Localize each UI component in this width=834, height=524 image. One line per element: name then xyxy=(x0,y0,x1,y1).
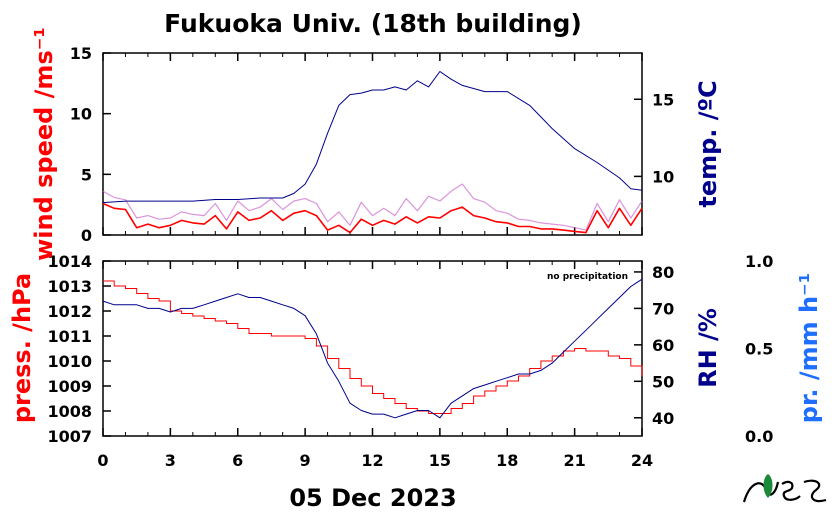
left-y-tick-label: 1012 xyxy=(47,302,92,321)
right-y-tick-label: 80 xyxy=(652,263,674,282)
x-tick-label: 6 xyxy=(232,451,243,470)
precipitation-note: no precipitation xyxy=(547,272,628,282)
left-y-tick-label: 1013 xyxy=(47,277,92,296)
left-y-tick-label: 1010 xyxy=(47,352,92,371)
wind-gust-line xyxy=(102,183,643,231)
bottom-panel-series xyxy=(102,278,643,419)
bottom-panel-ticks: 0 3 6 9 12 15 18 21 24 1007 1008 1009 1010 1011 1012 10… xyxy=(47,252,773,470)
x-tick-label: 9 xyxy=(300,451,311,470)
right-y-tick-label: 10 xyxy=(652,167,674,186)
x-tick-label: 3 xyxy=(165,451,176,470)
left-y-tick-label: 1008 xyxy=(47,402,92,421)
nes-logo xyxy=(742,474,827,503)
top-panel-frame xyxy=(102,52,643,236)
left-y-tick-label: 10 xyxy=(70,105,92,124)
wind-speed-axis-label: wind speed /ms⁻¹ xyxy=(30,27,58,261)
x-tick-label: 15 xyxy=(429,451,451,470)
temperature-axis-label: temp. /ºC xyxy=(694,80,722,207)
left-y-tick-label: 1007 xyxy=(47,427,92,446)
left-y-tick-label: 1014 xyxy=(47,252,92,271)
right-y-tick-label: 60 xyxy=(652,336,674,355)
precip-y-tick-label: 0.0 xyxy=(745,427,773,446)
rh-line xyxy=(102,278,643,419)
x-tick-label: 24 xyxy=(631,451,653,470)
chart-title: Fukuoka Univ. (18th building) xyxy=(164,9,582,38)
temperature-line xyxy=(102,71,643,204)
precip-y-tick-label: 0.5 xyxy=(745,340,773,359)
pressure-line xyxy=(103,280,643,414)
x-tick-label: 12 xyxy=(361,451,383,470)
precip-y-tick-label: 1.0 xyxy=(745,252,773,271)
date-label: 05 Dec 2023 xyxy=(289,484,456,512)
right-y-tick-label: 40 xyxy=(652,409,674,428)
x-tick-label: 0 xyxy=(97,451,108,470)
x-tick-label: 21 xyxy=(563,451,585,470)
right-y-tick-label: 15 xyxy=(652,90,674,109)
left-y-tick-label: 0 xyxy=(81,226,92,245)
left-y-tick-label: 5 xyxy=(81,165,92,184)
top-panel-series xyxy=(102,71,643,234)
x-tick-label: 18 xyxy=(496,451,518,470)
rh-axis-label: RH /% xyxy=(694,308,722,388)
left-y-tick-label: 1009 xyxy=(47,377,92,396)
wind-speed-line xyxy=(102,202,643,234)
bottom-panel-frame xyxy=(102,260,643,437)
right-y-tick-label: 70 xyxy=(652,299,674,318)
pressure-axis-label: press. /hPa xyxy=(8,273,36,423)
top-panel-ticks: 0 5 10 15 10 15 xyxy=(70,44,675,245)
right-y-tick-label: 50 xyxy=(652,372,674,391)
left-y-tick-label: 1011 xyxy=(47,327,92,346)
precipitation-axis-label: pr. /mm h⁻¹ xyxy=(795,273,823,423)
left-y-tick-label: 15 xyxy=(70,44,92,63)
